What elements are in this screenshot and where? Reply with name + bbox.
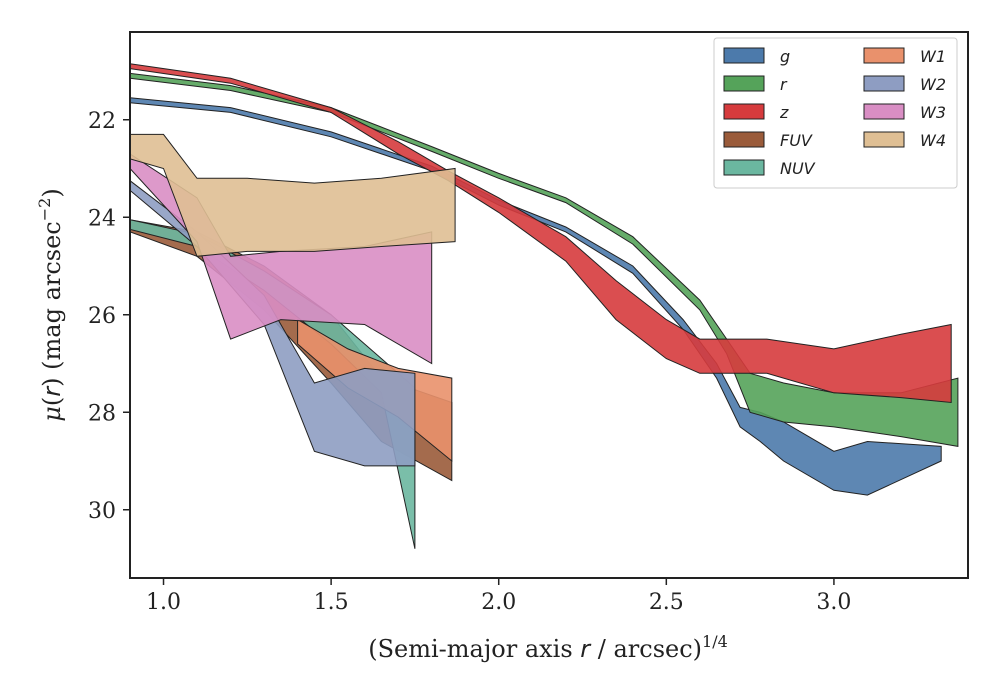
y-axis: 22 24 26 28 30 bbox=[88, 109, 130, 524]
x-tick-label: 3.0 bbox=[816, 590, 851, 615]
y-tick-label: 24 bbox=[88, 206, 116, 231]
series-band-w4 bbox=[130, 133, 456, 257]
x-tick-label: 2.0 bbox=[481, 590, 516, 615]
x-tick-label: 1.5 bbox=[314, 590, 349, 615]
legend-swatch-nuv bbox=[723, 159, 765, 176]
legend: grz FUV NUV W1 W2 W3 W4 bbox=[713, 37, 958, 189]
legend-label-g: g bbox=[780, 47, 790, 66]
plot-frame bbox=[129, 31, 969, 579]
legend-swatch-w2 bbox=[863, 75, 905, 92]
legend-swatch-fuv bbox=[723, 131, 765, 148]
legend-label-nuv: NUV bbox=[780, 159, 816, 178]
y-axis-label: μ(r) (mag arcsec−2) bbox=[35, 188, 66, 421]
legend-label-z: z bbox=[779, 103, 789, 122]
y-tick-label: 22 bbox=[88, 109, 116, 134]
legend-label-w4: W4 bbox=[920, 131, 946, 150]
legend-swatch-g bbox=[723, 47, 765, 64]
legend-label-r: r bbox=[780, 75, 788, 94]
legend-swatch-r bbox=[723, 75, 765, 92]
legend-label-w2: W2 bbox=[920, 75, 946, 94]
legend-swatch-w1 bbox=[863, 47, 905, 64]
legend-swatch-w4 bbox=[863, 131, 905, 148]
legend-swatch-w3 bbox=[863, 103, 905, 120]
x-axis-label: (Semi-major axis r / arcsec)1/4 bbox=[368, 632, 728, 663]
series-band-r bbox=[130, 72, 959, 447]
x-axis: 1.0 1.5 2.0 2.5 3.0 bbox=[146, 578, 851, 615]
y-tick-label: 26 bbox=[88, 304, 116, 329]
x-tick-label: 2.5 bbox=[649, 590, 684, 615]
series-layer bbox=[130, 63, 959, 549]
y-tick-label: 30 bbox=[88, 499, 116, 524]
legend-label-w3: W3 bbox=[920, 103, 946, 122]
x-tick-label: 1.0 bbox=[146, 590, 181, 615]
y-tick-label: 28 bbox=[88, 401, 116, 426]
legend-swatch-z bbox=[723, 103, 765, 120]
legend-label-w1: W1 bbox=[920, 47, 946, 66]
legend-label-fuv: FUV bbox=[780, 131, 813, 150]
